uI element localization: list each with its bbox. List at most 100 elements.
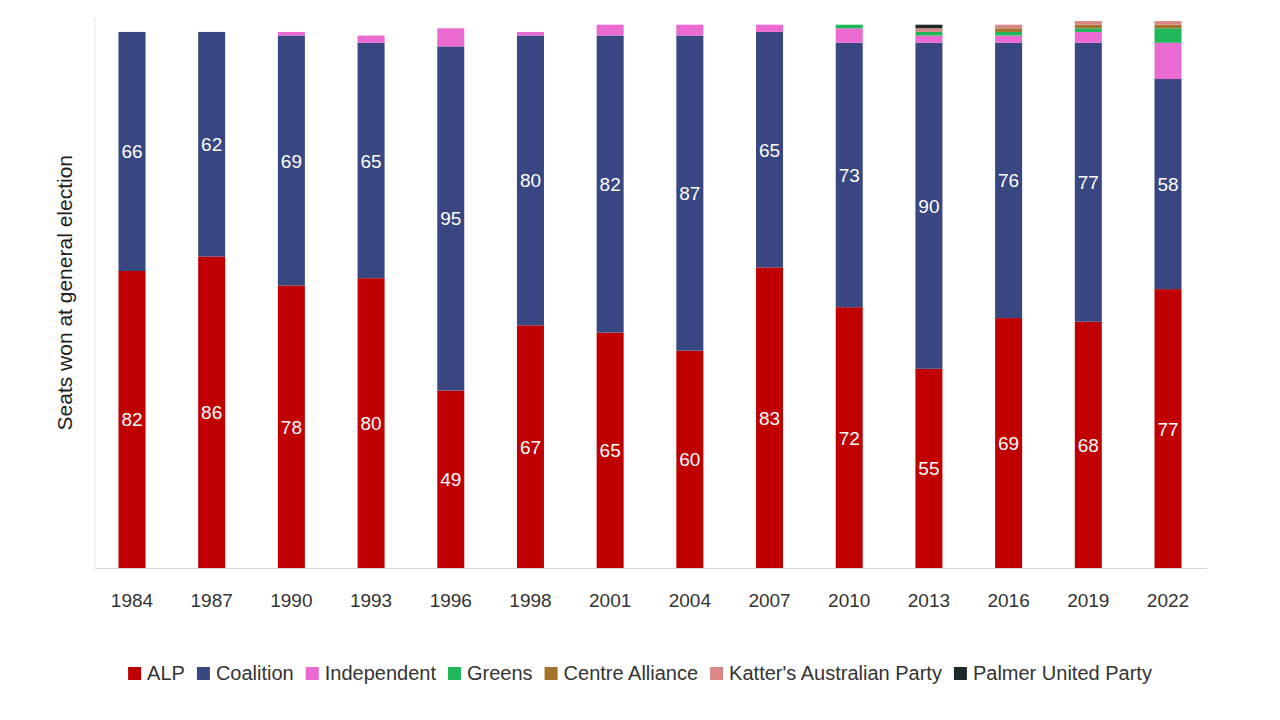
x-tick-label: 2013	[908, 590, 950, 611]
data-label: 78	[281, 417, 302, 438]
bar-segment	[358, 35, 385, 36]
data-label: 69	[998, 433, 1019, 454]
bar-segment	[278, 36, 305, 286]
bar-segment	[676, 24, 703, 25]
bar-segment	[836, 307, 863, 568]
bar-segment	[119, 31, 146, 32]
legend-swatch	[128, 667, 141, 680]
x-axis-line	[95, 568, 1207, 569]
bar-segment	[676, 24, 703, 25]
data-label: 83	[759, 408, 780, 429]
bar-segment	[1075, 43, 1102, 322]
bar-segment	[437, 28, 464, 46]
bar-segment	[1155, 28, 1182, 42]
bar-segment	[836, 28, 863, 42]
bar-segment	[676, 36, 703, 351]
bar-segment	[597, 24, 624, 25]
bar-segment	[915, 32, 942, 36]
bar-segment	[756, 25, 783, 32]
legend-swatch	[545, 667, 558, 680]
bar-segment	[517, 325, 544, 568]
bar-segment	[517, 31, 544, 32]
bar-segment	[995, 36, 1022, 43]
bar-segment	[278, 32, 305, 36]
bar-segment	[358, 35, 385, 36]
bar-segment	[756, 267, 783, 568]
x-tick-label: 2022	[1147, 590, 1189, 611]
x-tick-label: 2001	[589, 590, 631, 611]
data-label: 65	[600, 440, 621, 461]
legend: ALPCoalitionIndependentGreensCentre Alli…	[128, 662, 1152, 684]
bar-segment	[437, 46, 464, 390]
data-label: 90	[918, 196, 939, 217]
data-label: 80	[520, 170, 541, 191]
y-axis-line	[95, 17, 96, 568]
data-label: 80	[361, 413, 382, 434]
bar-segment	[278, 31, 305, 32]
data-label: 76	[998, 170, 1019, 191]
data-label: 65	[361, 151, 382, 172]
bar-segment	[278, 31, 305, 32]
data-label: 77	[1157, 419, 1178, 440]
x-tick-label: 2007	[748, 590, 790, 611]
data-label: 87	[679, 183, 700, 204]
x-tick-label: 1996	[430, 590, 472, 611]
bar-segment	[358, 35, 385, 36]
bar-segment	[358, 35, 385, 36]
bar-segment	[1155, 21, 1182, 25]
x-tick-label: 2016	[987, 590, 1029, 611]
bar-segment	[517, 36, 544, 326]
bar-segment	[836, 25, 863, 29]
data-label: 58	[1157, 174, 1178, 195]
bar-segment	[597, 24, 624, 25]
bar-segment	[517, 31, 544, 32]
bar-segment	[198, 31, 225, 32]
legend-label: Coalition	[216, 662, 294, 684]
bar-segment	[756, 24, 783, 25]
bar-segment	[198, 31, 225, 32]
data-label: 82	[600, 174, 621, 195]
x-tick-label: 1984	[111, 590, 154, 611]
bar-segment	[995, 32, 1022, 36]
legend-swatch	[954, 667, 967, 680]
legend-label: Palmer United Party	[973, 662, 1152, 684]
bar-segment	[358, 36, 385, 43]
bar-segment	[1075, 25, 1102, 29]
data-label: 95	[440, 208, 461, 229]
chart: 8286788049676560837255696877666269659580…	[0, 0, 1280, 720]
bar-segment	[1075, 32, 1102, 43]
bar-segment	[995, 318, 1022, 568]
bars	[119, 21, 1182, 568]
bar-segment	[119, 271, 146, 568]
data-labels: 8286788049676560837255696877666269659580…	[121, 134, 1178, 490]
bar-segment	[836, 24, 863, 25]
bar-segment	[437, 391, 464, 568]
bar-segment	[278, 285, 305, 568]
bar-segment	[1155, 289, 1182, 568]
data-label: 60	[679, 449, 700, 470]
data-label: 65	[759, 140, 780, 161]
bar-segment	[1155, 43, 1182, 79]
x-tick-label: 1998	[509, 590, 551, 611]
bar-segment	[995, 28, 1022, 32]
bar-segment	[756, 24, 783, 25]
bar-segment	[278, 31, 305, 32]
y-axis-label: Seats won at general election	[53, 155, 76, 431]
legend-swatch	[448, 667, 461, 680]
bar-segment	[437, 28, 464, 29]
bar-segment	[915, 36, 942, 43]
bar-segment	[756, 32, 783, 267]
data-label: 86	[201, 402, 222, 423]
bar-segment	[915, 25, 942, 29]
bar-segment	[597, 333, 624, 568]
bar-segment	[1155, 21, 1182, 22]
data-label: 55	[918, 458, 939, 479]
data-label: 66	[121, 141, 142, 162]
bar-segment	[437, 28, 464, 29]
x-tick-label: 1990	[270, 590, 312, 611]
bar-segment	[1155, 25, 1182, 29]
data-label: 69	[281, 151, 302, 172]
bar-segment	[198, 32, 225, 257]
bar-segment	[119, 31, 146, 32]
bar-segment	[676, 351, 703, 568]
